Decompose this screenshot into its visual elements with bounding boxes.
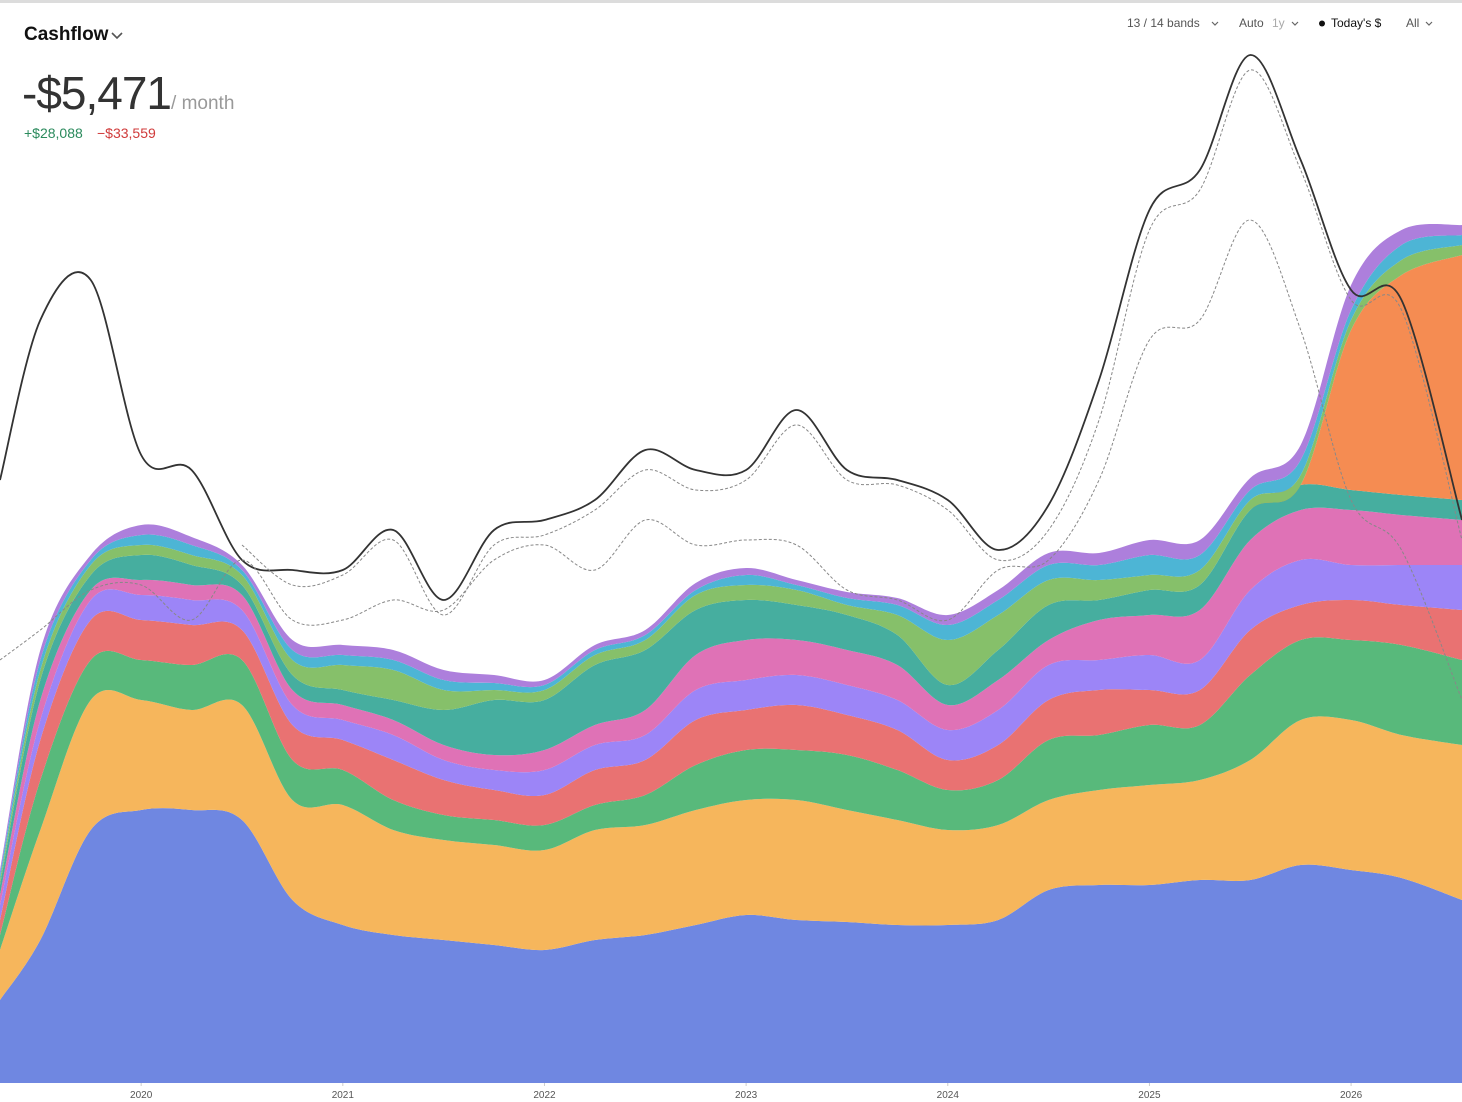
- window-control[interactable]: 1y: [1272, 16, 1285, 30]
- area-band: [0, 600, 1462, 935]
- currency-control[interactable]: Today's $: [1331, 16, 1382, 30]
- line: [0, 219, 1462, 701]
- line: [0, 54, 1462, 601]
- area-band: [0, 637, 1462, 950]
- chevron: [1211, 21, 1219, 26]
- line: [241, 69, 1462, 616]
- title-chevron[interactable]: [111, 32, 123, 40]
- expense: −$33,559: [97, 125, 156, 141]
- x-tick-label: 2023: [735, 1090, 758, 1101]
- area-band: [0, 808, 1462, 1083]
- x-axis: 20192020202120222023202420252026: [130, 1083, 1363, 1101]
- area-band: [0, 689, 1462, 1000]
- area-band: [0, 507, 1462, 905]
- area-band: [0, 224, 1462, 875]
- area-band: [0, 235, 1462, 880]
- range-control[interactable]: All: [1406, 16, 1420, 30]
- bands-control[interactable]: 13 / 14 bands: [1127, 16, 1200, 30]
- x-tick-label: 2022: [533, 1090, 556, 1101]
- area-band: [0, 484, 1462, 895]
- amount-value: -$5,471: [22, 67, 172, 119]
- x-tick-label: 2026: [1340, 1090, 1363, 1101]
- title[interactable]: Cashflow: [24, 24, 109, 45]
- top-border: [0, 0, 1462, 3]
- area-band: [0, 558, 1462, 920]
- chevron: [1291, 21, 1299, 26]
- unit: / month: [171, 93, 235, 114]
- x-tick-label: 2020: [130, 1090, 153, 1101]
- income: +$28,088: [24, 125, 83, 141]
- x-tick-label: 2021: [332, 1090, 355, 1101]
- x-tick-label: 2024: [937, 1090, 960, 1101]
- amount: -$5,471/ month: [22, 66, 234, 120]
- mode-control[interactable]: Auto: [1239, 16, 1264, 30]
- bands: [0, 224, 1462, 1083]
- lines: [0, 54, 1462, 701]
- chevron: [1425, 21, 1433, 26]
- x-tick-label: 2025: [1138, 1090, 1161, 1101]
- dot: [1319, 20, 1325, 27]
